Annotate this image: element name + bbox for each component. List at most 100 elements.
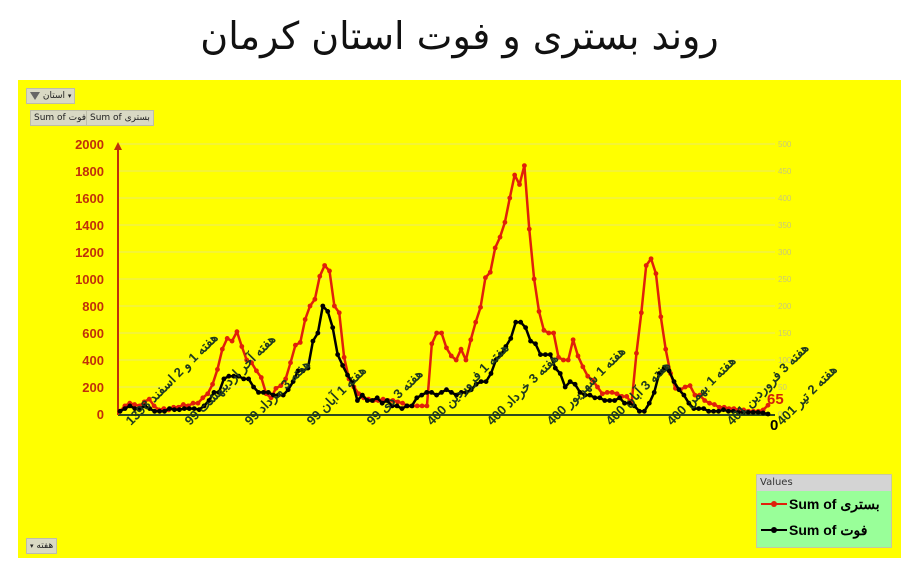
axis-field-button-week[interactable]: ▾ هفته	[26, 538, 58, 554]
data-point-marker	[141, 399, 147, 405]
data-point-marker	[686, 400, 692, 406]
data-point-marker	[236, 373, 242, 379]
data-point-marker	[541, 327, 547, 333]
data-point-marker	[507, 195, 513, 201]
data-point-marker	[278, 383, 284, 389]
data-point-marker	[295, 368, 301, 374]
data-point-marker	[310, 338, 316, 344]
data-point-marker	[478, 304, 483, 310]
data-point-marker	[172, 407, 177, 413]
data-point-marker	[463, 357, 469, 363]
data-point-marker	[517, 182, 522, 187]
data-point-marker	[546, 330, 552, 336]
data-point-marker	[249, 360, 254, 366]
data-point-marker	[448, 353, 454, 359]
data-point-marker	[142, 403, 148, 409]
data-point-marker	[331, 303, 337, 309]
data-point-marker	[726, 408, 731, 414]
data-point-marker	[152, 408, 158, 414]
data-point-marker	[292, 342, 298, 348]
value-field-button-deaths[interactable]: Sum of فوت	[30, 110, 91, 126]
data-point-marker	[414, 395, 420, 401]
data-point-marker	[612, 398, 618, 403]
data-point-marker	[229, 338, 235, 344]
data-point-marker	[533, 341, 538, 347]
data-point-marker	[224, 336, 230, 341]
data-point-marker	[543, 352, 548, 357]
data-point-marker	[681, 392, 687, 398]
right-axis-tick: 100	[778, 356, 792, 365]
data-point-marker	[429, 341, 435, 347]
data-point-marker	[706, 408, 712, 414]
left-axis-tick: 1800	[75, 164, 104, 179]
data-point-marker	[658, 314, 664, 320]
data-point-marker	[765, 402, 771, 408]
data-point-marker	[562, 384, 568, 390]
data-point-marker	[682, 384, 688, 390]
value-field-button-hospitalized[interactable]: Sum of بستری	[86, 110, 154, 126]
data-point-marker	[369, 398, 375, 403]
data-point-marker	[246, 376, 252, 382]
left-axis-tick: 800	[82, 299, 104, 314]
data-point-marker	[590, 377, 596, 383]
data-point-marker	[283, 376, 289, 382]
black-line-marker-icon	[761, 527, 787, 533]
left-axis-tick: 400	[82, 353, 104, 368]
data-point-marker	[195, 400, 201, 406]
data-point-marker	[570, 337, 576, 343]
data-point-marker	[614, 391, 620, 397]
data-point-marker	[374, 395, 380, 401]
data-point-marker	[580, 364, 586, 370]
data-point-marker	[181, 406, 187, 411]
right-y-axis: 0 50 100 150 200 250 300 350 400 450 500	[778, 140, 792, 419]
data-point-marker	[176, 407, 182, 413]
left-axis-arrow-icon	[114, 142, 122, 150]
data-point-marker	[512, 172, 518, 178]
data-point-marker	[676, 387, 682, 393]
data-point-marker	[439, 390, 444, 395]
province-filter-button[interactable]: استان ▾	[26, 88, 76, 104]
data-point-marker	[560, 357, 566, 363]
data-point-marker	[575, 353, 581, 359]
data-point-marker	[565, 357, 571, 363]
data-point-marker	[434, 330, 440, 336]
data-point-marker	[595, 384, 600, 390]
data-point-marker	[419, 403, 425, 409]
right-axis-tick: 450	[778, 167, 792, 176]
data-point-marker	[414, 403, 420, 409]
data-point-marker	[483, 379, 489, 384]
data-point-marker	[458, 346, 464, 352]
data-point-marker	[265, 390, 271, 395]
data-point-marker	[335, 352, 341, 357]
data-point-marker	[273, 385, 279, 391]
data-point-marker	[547, 352, 553, 357]
data-point-marker	[221, 376, 227, 382]
end-label-deaths: 0	[770, 417, 778, 434]
data-point-marker	[478, 379, 484, 384]
data-point-marker	[336, 310, 342, 316]
data-point-marker	[473, 319, 479, 325]
data-point-marker	[395, 399, 401, 405]
data-point-marker	[180, 402, 186, 407]
data-point-marker	[394, 403, 400, 409]
data-point-marker	[364, 398, 370, 403]
data-point-marker	[468, 387, 474, 393]
data-point-marker	[270, 392, 276, 398]
right-axis-tick: 400	[778, 194, 792, 203]
chevron-down-icon: ▾	[30, 542, 34, 550]
data-point-marker	[638, 310, 644, 316]
data-point-marker	[518, 319, 524, 325]
data-point-marker	[256, 390, 261, 395]
data-point-marker	[132, 402, 138, 407]
data-point-marker	[646, 400, 652, 406]
data-point-marker	[502, 219, 508, 225]
data-point-marker	[200, 395, 206, 401]
data-point-marker	[622, 400, 627, 406]
data-point-marker	[205, 391, 211, 397]
red-line-marker-icon	[761, 501, 787, 507]
left-axis-tick: 2000	[75, 137, 104, 152]
data-point-marker	[627, 400, 632, 406]
data-point-marker	[261, 390, 266, 395]
data-point-marker	[453, 357, 459, 363]
